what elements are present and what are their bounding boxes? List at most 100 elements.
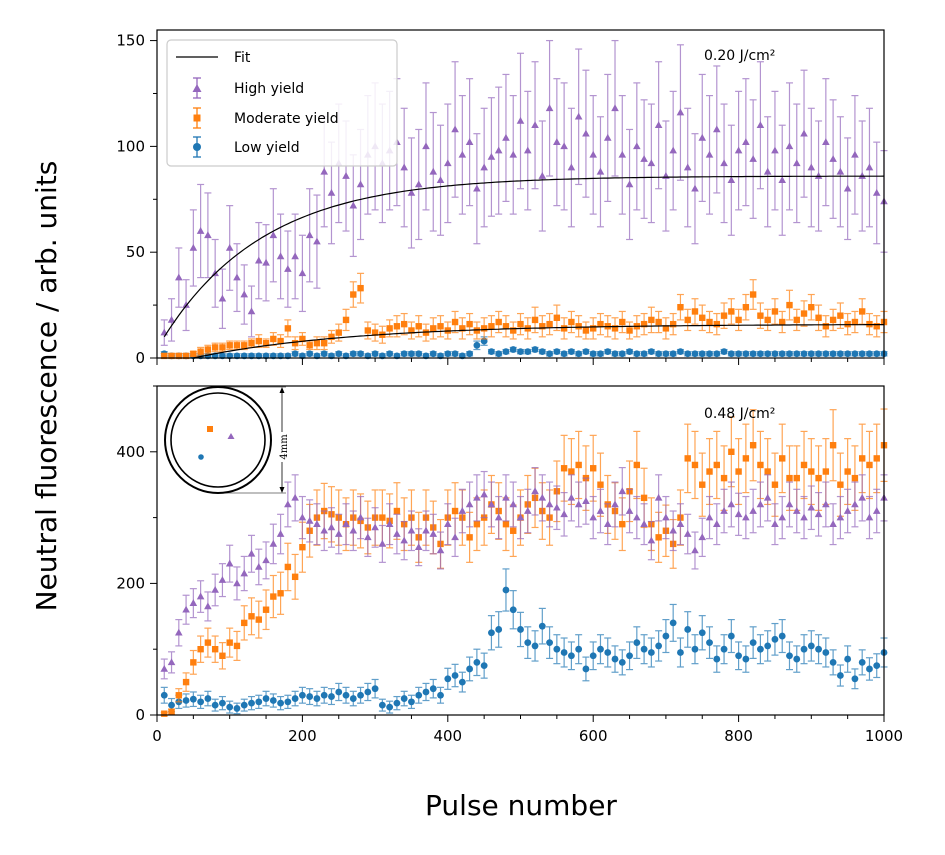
- bottom-moderate-yield-point: [197, 646, 204, 653]
- bottom-high-yield-point: [204, 602, 212, 610]
- bottom-low-yield-point: [473, 658, 481, 666]
- bottom-high-yield-point: [683, 530, 692, 537]
- top-high-yield-point: [254, 256, 263, 264]
- bottom-high-yield-point: [851, 500, 859, 508]
- bottom-low-yield-point: [160, 691, 168, 699]
- bottom-high-yield-point: [727, 500, 736, 508]
- bottom-high-yield-point: [792, 507, 801, 514]
- bottom-low-yield-point: [451, 672, 459, 679]
- top-low-yield-point: [371, 350, 379, 358]
- top-low-yield-point: [349, 350, 357, 358]
- top-moderate-yield-point: [211, 344, 219, 351]
- top-high-yield-point: [829, 155, 837, 162]
- bottom-low-yield-point: [517, 626, 524, 633]
- bottom-moderate-yield-point: [808, 468, 815, 475]
- top-low-yield-point: [451, 350, 459, 358]
- top-high-yield-point: [502, 133, 510, 141]
- top-high-yield-point: [654, 121, 663, 129]
- bottom-high-yield-point: [378, 539, 387, 547]
- bottom-high-yield-point: [494, 513, 503, 521]
- legend-high-marker: [192, 84, 202, 92]
- bottom-low-yield-point: [626, 652, 633, 660]
- bottom-moderate-yield-point: [858, 455, 866, 462]
- bottom-high-yield-point: [771, 520, 779, 527]
- bottom-y-tick-label: 400: [116, 443, 145, 461]
- bottom-moderate-yield-point: [277, 590, 284, 597]
- top-high-yield-point: [647, 159, 656, 167]
- bottom-moderate-yield-point: [451, 507, 459, 515]
- top-moderate-yield-point: [858, 308, 866, 315]
- bottom-low-yield-point: [742, 655, 750, 663]
- bottom-moderate-yield-point: [793, 474, 800, 482]
- top-moderate-yield-point: [669, 320, 677, 328]
- top-moderate-yield-point: [655, 318, 662, 326]
- top-panel-axes: 0 50 100 150: [116, 32, 885, 367]
- top-high-yield-point: [356, 180, 365, 188]
- top-moderate-yield-point: [757, 312, 764, 319]
- top-low-yield-point: [538, 348, 546, 356]
- top-moderate-yield-point: [415, 323, 422, 330]
- top-low-yield-point: [662, 350, 670, 358]
- bottom-low-yield-point: [844, 655, 852, 663]
- bottom-high-yield-point: [742, 513, 750, 521]
- top-high-yield-point: [175, 273, 183, 281]
- bottom-low-yield-point: [873, 662, 881, 670]
- top-moderate-yield-point: [248, 339, 255, 347]
- top-moderate-yield-point: [495, 318, 502, 326]
- bottom-high-yield-point: [676, 520, 685, 527]
- bottom-moderate-yield-point: [640, 494, 648, 502]
- bottom-moderate-yield-point: [175, 692, 183, 699]
- sample-inset: 4mm: [164, 386, 290, 494]
- bottom-low-yield-point: [713, 655, 721, 663]
- top-low-yield-point: [604, 348, 612, 356]
- top-high-yield-point: [792, 159, 801, 167]
- top-high-yield-point: [734, 146, 743, 154]
- bottom-low-yield-point: [757, 645, 764, 653]
- top-high-yield-point: [422, 142, 430, 150]
- top-high-yield-point: [640, 155, 648, 162]
- top-high-yield-point: [218, 294, 227, 302]
- legend-item-low: Low yield: [193, 136, 300, 158]
- top-moderate-yield-point: [277, 337, 284, 345]
- top-moderate-yield-point: [480, 325, 488, 332]
- top-moderate-yield-point: [808, 304, 815, 311]
- top-moderate-yield-point: [204, 346, 212, 353]
- bottom-high-yield-point: [734, 510, 743, 518]
- bottom-high-yield-point: [538, 493, 547, 501]
- top-low-yield-point: [677, 348, 684, 356]
- bottom-low-yield-point: [786, 652, 793, 660]
- top-moderate-yield-point: [197, 348, 204, 355]
- top-low-yield-point: [626, 348, 633, 356]
- bottom-moderate-yield-point: [560, 465, 568, 472]
- bottom-low-yield-point: [422, 688, 430, 696]
- bottom-high-yield-point: [175, 628, 183, 636]
- bottom-moderate-yield-point: [822, 468, 830, 475]
- top-high-yield-point: [720, 159, 728, 167]
- bottom-low-yield-point: [197, 698, 205, 706]
- bottom-high-yield-point: [545, 500, 554, 508]
- top-high-yield-point: [749, 155, 757, 162]
- bottom-moderate-yield-point: [204, 639, 212, 646]
- bottom-low-yield-point: [466, 665, 474, 673]
- bottom-moderate-yield-point: [655, 534, 662, 541]
- top-high-yield-point: [240, 290, 249, 298]
- bottom-low-yield-point: [698, 629, 706, 637]
- top-moderate-yield-point: [321, 339, 328, 347]
- top-moderate-yield-point: [386, 325, 393, 332]
- bottom-high-yield-point: [342, 520, 350, 527]
- bottom-moderate-yield-point: [502, 520, 510, 528]
- bottom-high-yield-point: [698, 533, 707, 541]
- bottom-high-yield-point: [189, 599, 198, 606]
- bottom-high-yield-point: [334, 530, 343, 537]
- top-low-yield-point: [836, 350, 844, 358]
- top-low-yield-point: [764, 350, 772, 358]
- bottom-low-yield-point: [633, 639, 641, 647]
- bottom-high-yield-point: [625, 507, 634, 514]
- bottom-low-yield-point: [226, 703, 234, 711]
- bottom-low-yield-point: [749, 639, 757, 647]
- bottom-series-low-yield: [160, 568, 888, 715]
- top-low-yield-point: [727, 350, 735, 358]
- top-moderate-yield-point: [262, 339, 270, 347]
- top-high-yield-point: [276, 252, 285, 260]
- bottom-low-yield-point: [480, 662, 488, 670]
